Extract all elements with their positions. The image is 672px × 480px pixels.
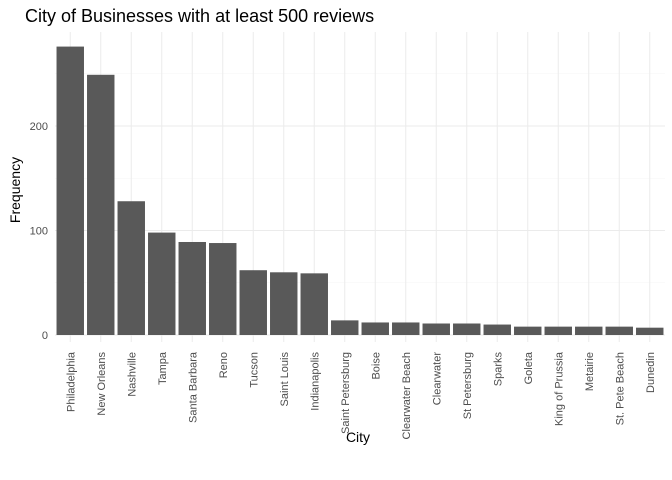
x-tick-label: Sparks bbox=[492, 352, 504, 387]
x-tick-label: Saint Petersburg bbox=[340, 352, 352, 434]
x-tick-label: Indianapolis bbox=[309, 352, 321, 411]
bar-santa-barbara bbox=[178, 241, 206, 335]
bar-goleta bbox=[514, 326, 542, 335]
x-tick-label: Clearwater Beach bbox=[401, 352, 413, 439]
x-tick-label: Saint Louis bbox=[279, 352, 291, 407]
bar-philadelphia bbox=[56, 46, 84, 335]
x-tick-label: Tampa bbox=[157, 351, 169, 385]
y-axis-ticks: 0 100 200 bbox=[30, 121, 48, 342]
bar-clearwater bbox=[422, 323, 450, 335]
bar-new-orleans bbox=[87, 74, 115, 336]
y-tick-label: 100 bbox=[30, 226, 48, 238]
x-tick-label: Clearwater bbox=[431, 352, 443, 406]
bar-st-pete-beach bbox=[605, 326, 633, 335]
x-tick-label: Goleta bbox=[523, 351, 535, 384]
bar-st-petersburg bbox=[453, 323, 481, 335]
bar-sparks bbox=[483, 324, 511, 335]
bar-saint-petersburg bbox=[331, 320, 359, 335]
bar-dunedin bbox=[636, 327, 664, 335]
bar-tampa bbox=[148, 232, 176, 335]
x-tick-label: St Petersburg bbox=[462, 352, 474, 419]
x-tick-label: Nashville bbox=[126, 352, 138, 397]
bar-metairie bbox=[575, 326, 603, 335]
x-tick-label: Santa Barbara bbox=[187, 351, 199, 423]
bar-indianapolis bbox=[300, 273, 328, 335]
bar-tucson bbox=[239, 270, 267, 335]
x-tick-label: New Orleans bbox=[96, 352, 108, 416]
x-tick-label: Tucson bbox=[248, 352, 260, 388]
bar-king-of-prussia bbox=[544, 326, 572, 335]
x-tick-label: Boise bbox=[370, 352, 382, 380]
bar-clearwater-beach bbox=[392, 322, 420, 335]
x-axis-ticks: Philadelphia New Orleans Nashville Tampa San… bbox=[65, 351, 657, 439]
bar-saint-louis bbox=[270, 272, 298, 335]
bar-boise bbox=[361, 322, 389, 335]
bar-nashville bbox=[117, 201, 145, 335]
y-axis-title: Frequency bbox=[7, 157, 23, 223]
bar-reno bbox=[209, 243, 237, 335]
x-tick-label: St. Pete Beach bbox=[614, 352, 626, 425]
x-tick-label: Metairie bbox=[584, 352, 596, 391]
x-tick-label: Dunedin bbox=[645, 352, 657, 393]
y-tick-label: 200 bbox=[30, 121, 48, 133]
y-tick-label: 0 bbox=[42, 330, 48, 342]
x-tick-label: King of Prussia bbox=[553, 351, 565, 426]
chart-title: City of Businesses with at least 500 rev… bbox=[25, 6, 375, 26]
x-axis-title: City bbox=[346, 429, 370, 445]
x-tick-label: Philadelphia bbox=[65, 351, 77, 412]
grid bbox=[55, 32, 665, 342]
bars bbox=[56, 46, 664, 336]
x-tick-label: Reno bbox=[218, 352, 230, 378]
